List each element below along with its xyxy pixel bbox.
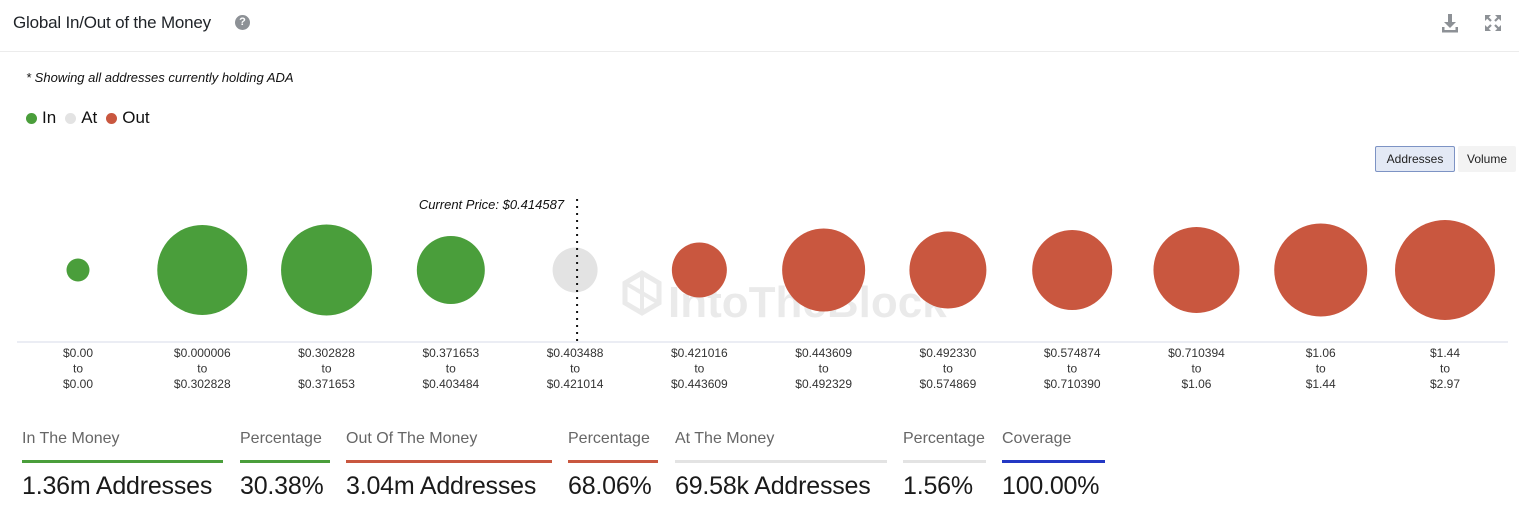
current-price-label: Current Price: $0.414587 xyxy=(419,197,565,212)
stat-bar xyxy=(22,460,223,463)
stat-at-the-money: At The Money 69.58k Addresses xyxy=(675,430,887,501)
legend-dot-in xyxy=(26,112,37,124)
bubble-at[interactable] xyxy=(552,247,598,293)
x-tick-label: $1.44 to $2.97 xyxy=(1430,346,1460,391)
panel-header: Global In/Out of the Money ? xyxy=(0,0,1519,52)
bubble-in[interactable] xyxy=(157,225,248,315)
bubble-out[interactable] xyxy=(1274,223,1368,317)
x-tick-label: $0.000006 to $0.302828 xyxy=(174,346,231,391)
legend-item-in[interactable]: In xyxy=(26,108,56,128)
stat-bar xyxy=(675,460,887,463)
x-tick-label: $0.403488 to $0.421014 xyxy=(547,346,604,391)
download-icon xyxy=(1442,14,1458,33)
stat-label: Percentage xyxy=(240,430,322,447)
expand-button[interactable] xyxy=(1482,12,1504,34)
stat-label: Coverage xyxy=(1002,430,1072,447)
stat-value: 3.04m Addresses xyxy=(346,472,537,500)
stat-value: 1.36m Addresses xyxy=(22,472,213,500)
stat-value: 30.38% xyxy=(240,472,324,500)
stat-label: In The Money xyxy=(22,430,120,447)
x-tick-label: $1.06 to $1.44 xyxy=(1306,346,1336,391)
stat-label: Out Of The Money xyxy=(346,430,478,447)
stat-bar xyxy=(903,460,986,463)
stat-coverage: Coverage 100.00% xyxy=(1002,430,1105,501)
legend-dot-at xyxy=(65,112,77,124)
addresses-toggle-button[interactable]: Addresses xyxy=(1375,146,1455,172)
legend-label-out: Out xyxy=(122,108,150,127)
stat-out-of-the-money: Out Of The Money 3.04m Addresses xyxy=(346,430,552,501)
current-price-marker: Current Price: $0.414587 xyxy=(419,197,579,342)
legend-item-at[interactable]: At xyxy=(65,108,97,128)
bubble-out[interactable] xyxy=(671,242,727,298)
bubble-out[interactable] xyxy=(782,228,866,312)
holdings-note: * Showing all addresses currently holdin… xyxy=(26,70,294,85)
bubble-out[interactable] xyxy=(909,231,987,309)
stat-value: 100.00% xyxy=(1002,472,1100,500)
bubble-in[interactable] xyxy=(66,258,90,282)
stat-bar xyxy=(240,460,330,463)
bubble-out[interactable] xyxy=(1153,227,1240,313)
page-title: Global In/Out of the Money xyxy=(13,13,211,32)
stat-label: Percentage xyxy=(568,430,650,447)
legend-label-in: In xyxy=(42,108,57,127)
x-tick-label: $0.574874 to $0.710390 xyxy=(1044,346,1101,391)
x-axis-ticks: $0.00 to $0.00 $0.000006 to $0.302828 $0.30282… xyxy=(63,346,1460,391)
stat-value: 68.06% xyxy=(568,472,652,500)
download-button[interactable] xyxy=(1439,12,1461,34)
bubble-layer xyxy=(66,220,1495,320)
legend-label-at: At xyxy=(81,108,98,127)
expand-arrows-icon xyxy=(1485,15,1501,31)
bubble-in[interactable] xyxy=(281,224,373,316)
chart-legend: In At Out xyxy=(26,108,159,128)
x-tick-label: $0.302828 to $0.371653 xyxy=(298,346,355,391)
stat-label: Percentage xyxy=(903,430,985,447)
bubble-out[interactable] xyxy=(1032,230,1113,310)
x-tick-label: $0.443609 to $0.492329 xyxy=(795,346,852,391)
bubble-chart: IntoTheBlock Current Price: $0.414587 $0… xyxy=(17,197,1508,391)
stat-bar xyxy=(1002,460,1105,463)
stat-out-percentage: Percentage 68.06% xyxy=(568,430,658,501)
legend-dot-out xyxy=(106,112,118,124)
summary-stats: In The Money 1.36m Addresses Percentage … xyxy=(0,430,1519,510)
stat-value: 69.58k Addresses xyxy=(675,472,871,500)
stat-at-percentage: Percentage 1.56% xyxy=(903,430,986,501)
bubble-in[interactable] xyxy=(416,236,485,304)
stat-value: 1.56% xyxy=(903,472,973,500)
x-tick-label: $0.00 to $0.00 xyxy=(63,346,93,391)
x-tick-label: $0.710394 to $1.06 xyxy=(1168,346,1225,391)
x-tick-label: $0.421016 to $0.443609 xyxy=(671,346,728,391)
stat-in-percentage: Percentage 30.38% xyxy=(240,430,330,501)
stat-in-the-money: In The Money 1.36m Addresses xyxy=(22,430,223,501)
x-tick-label: $0.492330 to $0.574869 xyxy=(920,346,977,391)
legend-item-out[interactable]: Out xyxy=(106,108,150,128)
bubble-out[interactable] xyxy=(1395,220,1495,320)
question-circle-icon[interactable]: ? xyxy=(235,15,250,30)
stat-bar xyxy=(568,460,658,463)
x-tick-label: $0.371653 to $0.403484 xyxy=(422,346,479,391)
volume-toggle-button[interactable]: Volume xyxy=(1458,146,1516,172)
stat-bar xyxy=(346,460,552,463)
stat-label: At The Money xyxy=(675,430,775,447)
